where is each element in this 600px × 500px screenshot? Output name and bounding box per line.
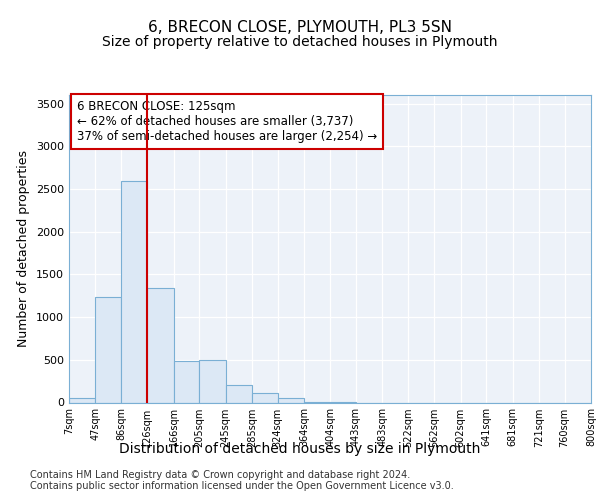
Y-axis label: Number of detached properties: Number of detached properties xyxy=(17,150,31,347)
Bar xyxy=(173,360,199,403)
Bar xyxy=(278,398,304,402)
Text: Contains HM Land Registry data © Crown copyright and database right 2024.: Contains HM Land Registry data © Crown c… xyxy=(30,470,410,480)
Bar xyxy=(148,288,173,403)
Bar xyxy=(121,182,148,402)
Bar xyxy=(226,386,252,402)
Text: 6 BRECON CLOSE: 125sqm
← 62% of detached houses are smaller (3,737)
37% of semi-: 6 BRECON CLOSE: 125sqm ← 62% of detached… xyxy=(77,100,377,142)
Bar xyxy=(199,360,226,403)
Text: Size of property relative to detached houses in Plymouth: Size of property relative to detached ho… xyxy=(102,35,498,49)
Bar xyxy=(252,393,278,402)
Text: Contains public sector information licensed under the Open Government Licence v3: Contains public sector information licen… xyxy=(30,481,454,491)
Bar xyxy=(69,398,95,402)
Text: 6, BRECON CLOSE, PLYMOUTH, PL3 5SN: 6, BRECON CLOSE, PLYMOUTH, PL3 5SN xyxy=(148,20,452,35)
Bar xyxy=(95,298,121,403)
Text: Distribution of detached houses by size in Plymouth: Distribution of detached houses by size … xyxy=(119,442,481,456)
